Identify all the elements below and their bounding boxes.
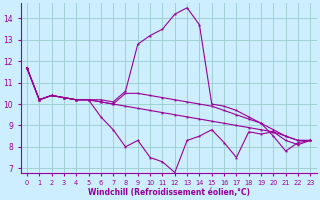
- X-axis label: Windchill (Refroidissement éolien,°C): Windchill (Refroidissement éolien,°C): [88, 188, 250, 197]
